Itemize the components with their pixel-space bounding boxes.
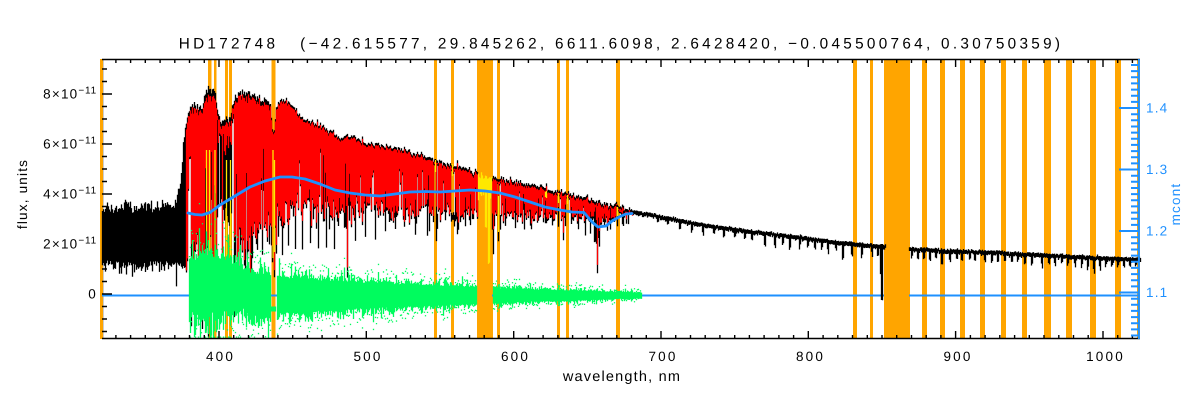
svg-text:800: 800 [796,349,825,364]
svg-text:400: 400 [206,349,235,364]
svg-text:500: 500 [353,349,382,364]
svg-text:1.3: 1.3 [1146,162,1168,177]
svg-text:1.1: 1.1 [1146,285,1168,300]
svg-text:1.2: 1.2 [1146,224,1168,239]
svg-text:0: 0 [88,287,97,302]
svg-text:700: 700 [648,349,677,364]
svg-text:mcont: mcont [1168,183,1183,226]
svg-text:1.4: 1.4 [1146,101,1168,116]
svg-text:HD172748 (−42.615577, 29.8452: HD172748 (−42.615577, 29.845262, 6611.60… [179,36,1064,53]
svg-text:600: 600 [501,349,530,364]
svg-text:flux, units: flux, units [15,159,30,229]
svg-text:1000: 1000 [1086,349,1125,364]
svg-text:wavelength, nm: wavelength, nm [562,369,681,385]
svg-text:900: 900 [943,349,972,364]
